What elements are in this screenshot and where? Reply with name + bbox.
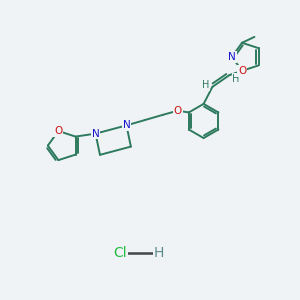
Text: O: O — [238, 66, 246, 76]
Text: O: O — [174, 106, 182, 116]
Text: O: O — [54, 126, 62, 136]
Text: N: N — [228, 52, 236, 62]
Text: H: H — [154, 246, 164, 260]
Text: H: H — [232, 74, 240, 84]
Text: N: N — [123, 120, 130, 130]
Text: H: H — [202, 80, 210, 90]
Text: N: N — [92, 129, 99, 139]
Text: Cl: Cl — [114, 246, 128, 260]
